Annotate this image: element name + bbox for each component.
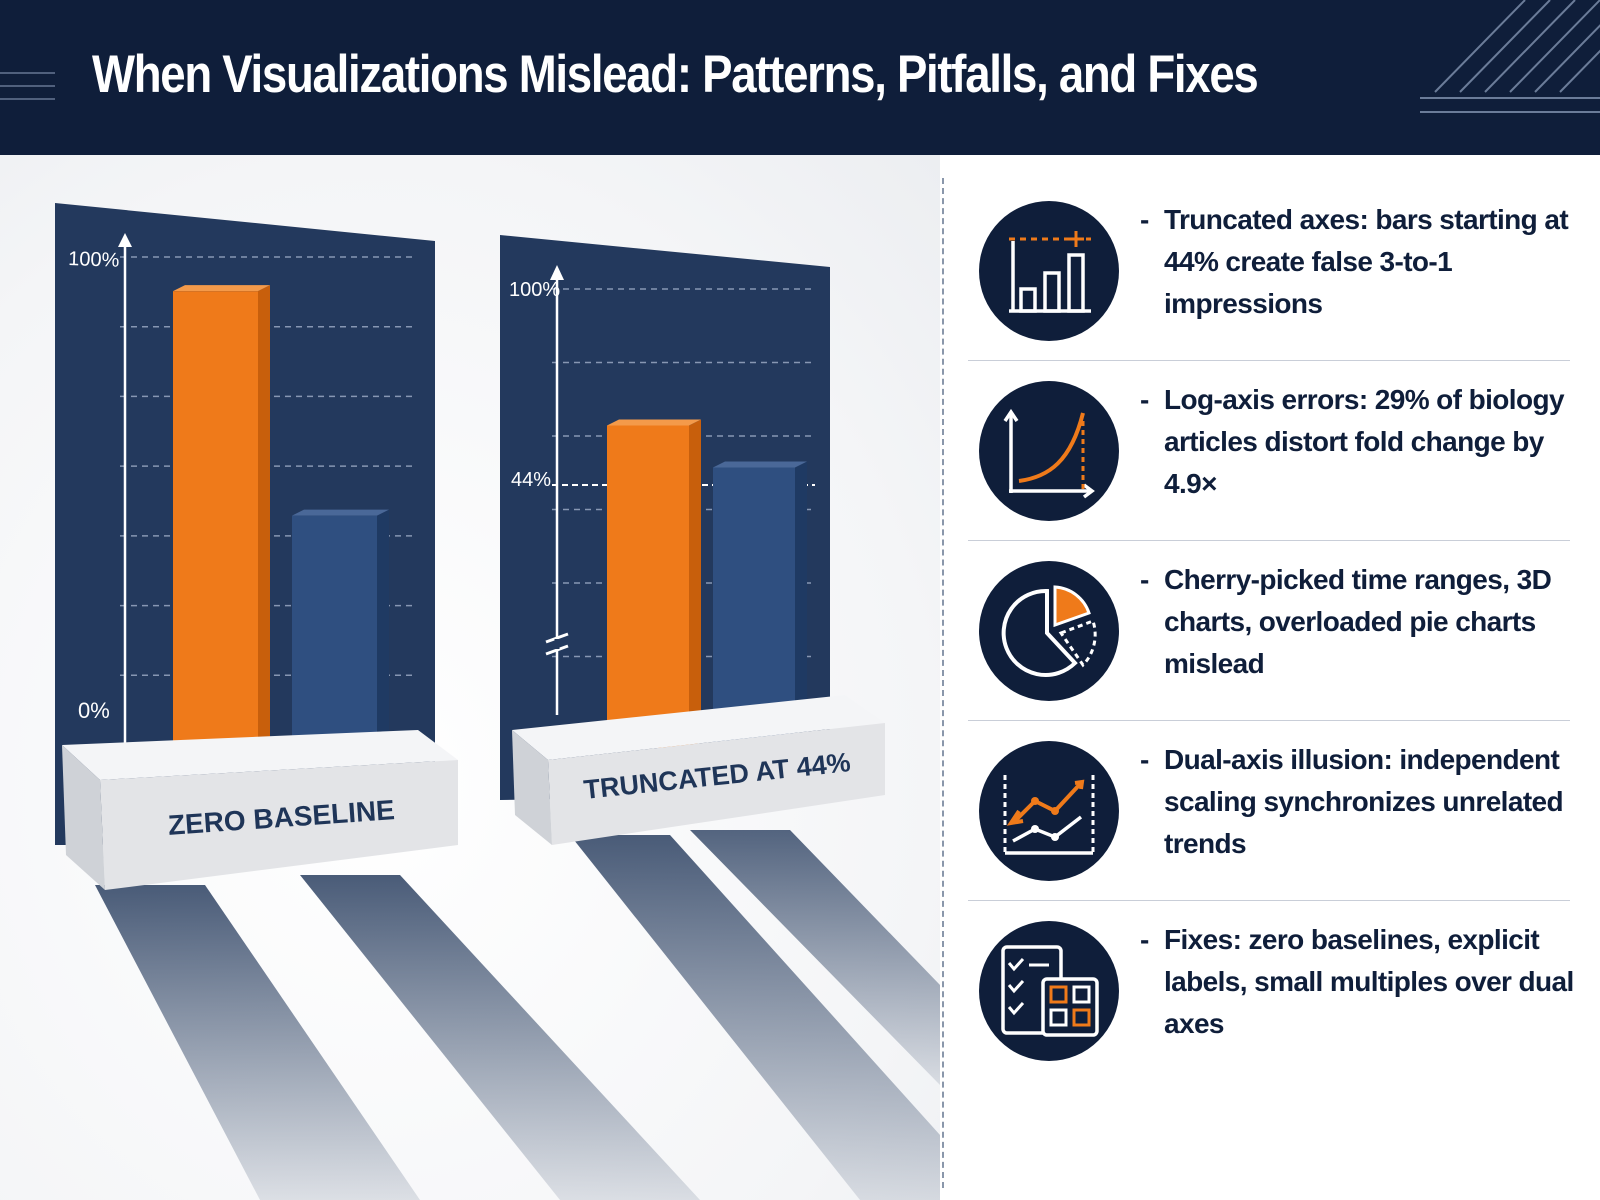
bar-top: [173, 285, 270, 292]
bar-top: [607, 419, 701, 426]
y-tick-label-top: 100%: [509, 279, 560, 301]
item-separator: [968, 900, 1570, 901]
item-separator: [968, 360, 1570, 361]
bullet-dash: -: [1140, 924, 1149, 955]
bar: [713, 461, 807, 748]
chart-comparison-panel: 100% 0% ZERO BASELINE 100% 44%: [0, 155, 940, 1200]
pedestal: [62, 730, 458, 890]
pedestal: [512, 695, 885, 845]
bullet-dash: -: [1140, 384, 1149, 415]
bar-side: [795, 461, 807, 748]
column-divider: [942, 178, 944, 1188]
item-separator: [968, 540, 1570, 541]
left-stripes-decoration: [0, 72, 55, 100]
y-tick-label-baseline: 44%: [511, 469, 551, 491]
bar-shadows: [95, 830, 940, 1200]
list-item: - Fixes: zero baselines, explicit labels,…: [968, 905, 1574, 1085]
dual-axis-lines-icon: [979, 741, 1119, 881]
bar-front: [292, 515, 377, 763]
y-axis-arrow: [118, 233, 132, 247]
bar-front: [607, 425, 689, 748]
bar-front: [173, 291, 258, 763]
checklist-grid-icon: [979, 921, 1119, 1061]
right-diagonal-decoration: [1420, 0, 1600, 113]
bullet-dash: -: [1140, 744, 1149, 775]
item-text: Dual-axis illusion: independent scaling …: [1164, 744, 1564, 859]
page-title: When Visualizations Mislead: Patterns, P…: [92, 45, 1259, 104]
list-item: - Log-axis errors: 29% of biology article…: [968, 365, 1570, 545]
item-text: Truncated axes: bars starting at 44% cre…: [1164, 204, 1569, 319]
y-axis-arrow: [550, 265, 564, 280]
bar: [173, 285, 270, 763]
item-text: Fixes: zero baselines, explicit labels, …: [1164, 924, 1574, 1039]
bar-front: [713, 467, 795, 748]
list-item: - Cherry-picked time ranges, 3D charts, o…: [968, 545, 1570, 725]
truncated-bar-chart-icon: [979, 201, 1119, 341]
chart-scene: 100% 0% ZERO BASELINE 100% 44%: [55, 203, 940, 1200]
bullet-dash: -: [1140, 564, 1149, 595]
y-tick-label-top: 100%: [68, 248, 120, 272]
item-text: Cherry-picked time ranges, 3D charts, ov…: [1164, 564, 1552, 679]
list-item: - Dual-axis illusion: independent scaling…: [968, 725, 1570, 905]
bar-side: [689, 419, 701, 748]
truncated-chart: 100% 44% TRUNCATED AT 44%: [500, 235, 885, 845]
bar-side: [258, 285, 270, 763]
y-tick-label-bottom: 0%: [78, 698, 110, 723]
header-banner: When Visualizations Mislead: Patterns, P…: [0, 0, 1600, 155]
bullet-dash: -: [1140, 204, 1149, 235]
log-curve-icon: [979, 381, 1119, 521]
bar-top: [292, 509, 389, 516]
zero-baseline-chart: 100% 0% ZERO BASELINE: [55, 203, 458, 890]
bar-side: [377, 509, 389, 763]
pie-chart-icon: [979, 561, 1119, 701]
item-text: Log-axis errors: 29% of biology articles…: [1164, 384, 1565, 499]
list-item: - Truncated axes: bars starting at 44% cr…: [968, 185, 1570, 365]
axis-break-icon: [545, 632, 569, 656]
bar: [292, 509, 389, 763]
item-separator: [968, 720, 1570, 721]
bar-top: [713, 461, 807, 468]
bar: [607, 419, 701, 748]
